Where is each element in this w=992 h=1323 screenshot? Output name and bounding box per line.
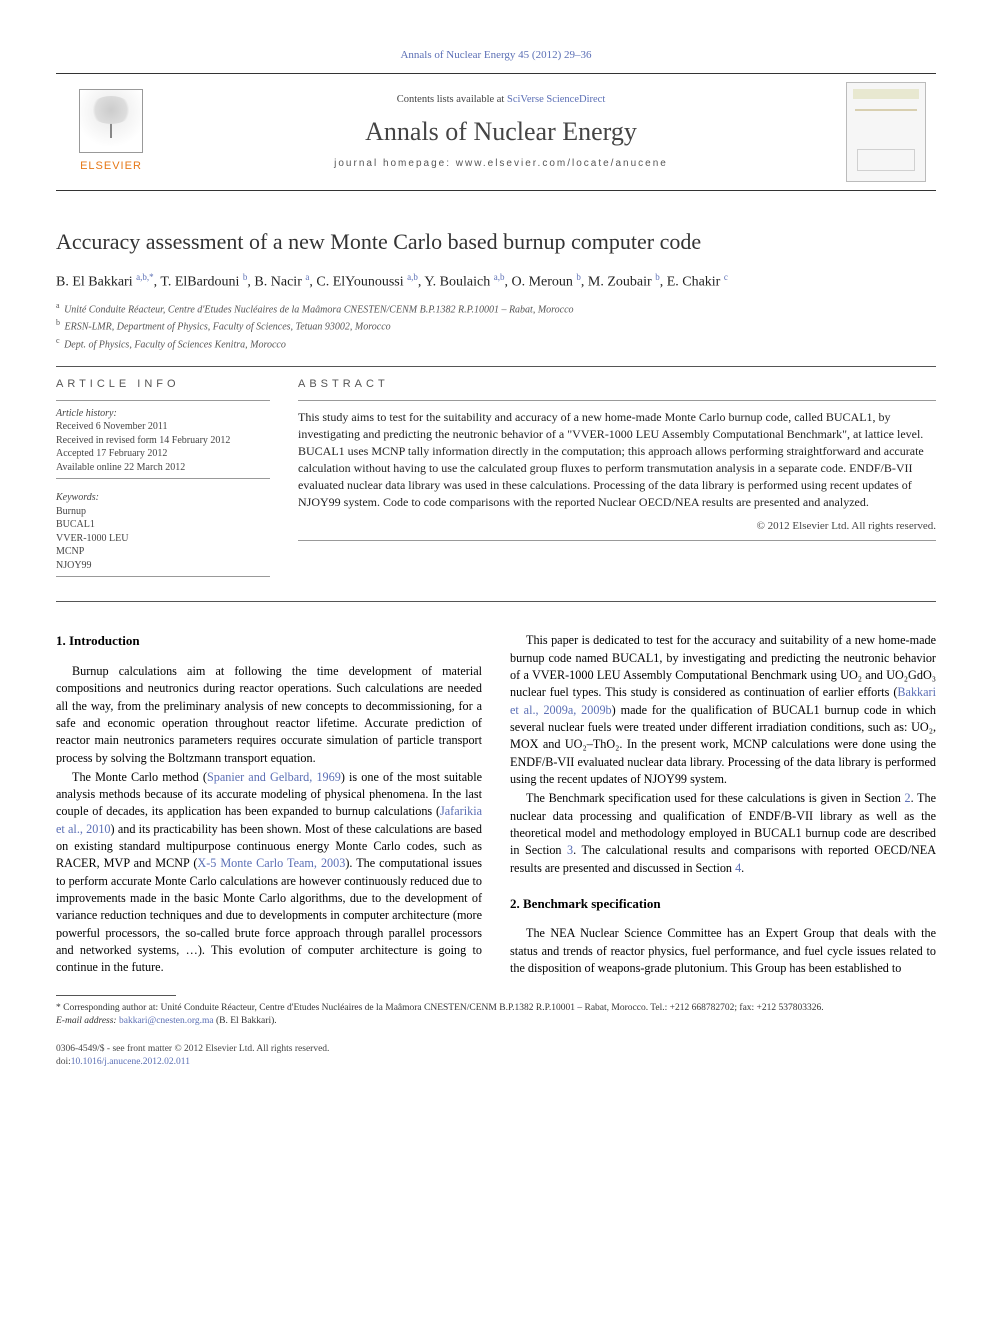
affiliation-line: a Unité Conduite Réacteur, Centre d'Etud… [56,300,936,317]
publisher-name: ELSEVIER [80,159,142,174]
contents-available-line: Contents lists available at SciVerse Sci… [397,93,605,107]
doi-line: doi:10.1016/j.anucene.2012.02.011 [56,1056,936,1069]
benchmark-para-1: The NEA Nuclear Science Committee has an… [510,925,936,977]
p3-text-a: This paper is dedicated to test for the … [510,633,936,699]
keyword-item: MCNP [56,545,270,559]
keywords-label: Keywords: [56,491,270,505]
keyword-item: BUCAL1 [56,518,270,532]
affiliation-line: b ERSN-LMR, Department of Physics, Facul… [56,317,936,334]
front-matter-line: 0306-4549/$ - see front matter © 2012 El… [56,1043,936,1056]
p4-text-a: The Benchmark specification used for the… [526,791,904,805]
history-label: Article history: [56,407,270,421]
keywords-list: BurnupBUCAL1VVER-1000 LEUMCNPNJOY99 [56,505,270,573]
keyword-item: NJOY99 [56,559,270,573]
affiliation-list: a Unité Conduite Réacteur, Centre d'Etud… [56,300,936,352]
bottom-metadata: 0306-4549/$ - see front matter © 2012 El… [56,1043,936,1069]
history-item: Available online 22 March 2012 [56,461,270,475]
contents-prefix: Contents lists available at [397,94,507,105]
journal-title: Annals of Nuclear Energy [365,114,637,149]
p4-text-c: . The calculational results and comparis… [510,843,936,874]
keyword-item: VVER-1000 LEU [56,532,270,546]
corresponding-author-note: * Corresponding author at: Unité Conduit… [56,1002,936,1015]
article-title: Accuracy assessment of a new Monte Carlo… [56,227,936,257]
footnote-divider [56,995,176,996]
journal-homepage: journal homepage: www.elsevier.com/locat… [334,157,668,171]
email-line: E-mail address: bakkari@cnesten.org.ma (… [56,1015,936,1028]
doi-label: doi: [56,1057,71,1067]
history-list: Received 6 November 2011Received in revi… [56,420,270,474]
section-1-heading: 1. Introduction [56,632,482,650]
p2-text-d: ). The computational issues to perform a… [56,856,482,974]
author-list: B. El Bakkari a,b,*, T. ElBardouni b, B.… [56,271,936,293]
article-info-block: ARTICLE INFO Article history: Received 6… [56,377,270,583]
ref-spanier-1969[interactable]: Spanier and Gelbard, 1969 [207,770,341,784]
sciencedirect-link[interactable]: SciVerse ScienceDirect [507,94,605,105]
journal-masthead: ELSEVIER Contents lists available at Sci… [56,73,936,191]
abstract-body: This study aims to test for the suitabil… [298,409,936,511]
doi-link[interactable]: 10.1016/j.anucene.2012.02.011 [71,1057,190,1067]
email-link[interactable]: bakkari@cnesten.org.ma [119,1016,214,1026]
history-item: Received in revised form 14 February 201… [56,434,270,448]
citation-line: Annals of Nuclear Energy 45 (2012) 29–36 [56,48,936,63]
intro-para-2: The Monte Carlo method (Spanier and Gelb… [56,769,482,977]
publisher-block: ELSEVIER [56,74,166,190]
abstract-block: ABSTRACT This study aims to test for the… [298,377,936,583]
elsevier-tree-icon [79,89,143,153]
email-owner: (B. El Bakkari). [214,1016,277,1026]
body-divider [56,601,936,602]
intro-para-1: Burnup calculations aim at following the… [56,663,482,767]
article-info-heading: ARTICLE INFO [56,377,270,392]
p2-text-a: The Monte Carlo method ( [72,770,207,784]
keyword-item: Burnup [56,505,270,519]
intro-para-4: The Benchmark specification used for the… [510,790,936,877]
ref-x5-mc-2003[interactable]: X-5 Monte Carlo Team, 2003 [197,856,345,870]
journal-cover-icon [846,82,926,182]
history-item: Accepted 17 February 2012 [56,447,270,461]
footnote-block: * Corresponding author at: Unité Conduit… [56,1002,936,1029]
section-divider [56,366,936,367]
cover-thumb-wrap [836,74,936,190]
intro-para-3: This paper is dedicated to test for the … [510,632,936,788]
p4-text-d: . [741,861,744,875]
abstract-copyright: © 2012 Elsevier Ltd. All rights reserved… [298,519,936,534]
history-item: Received 6 November 2011 [56,420,270,434]
email-label: E-mail address: [56,1016,119,1026]
affiliation-line: c Dept. of Physics, Faculty of Sciences … [56,335,936,352]
body-columns: 1. Introduction Burnup calculations aim … [56,632,936,979]
section-2-heading: 2. Benchmark specification [510,895,936,913]
abstract-heading: ABSTRACT [298,377,936,392]
masthead-center: Contents lists available at SciVerse Sci… [166,74,836,190]
